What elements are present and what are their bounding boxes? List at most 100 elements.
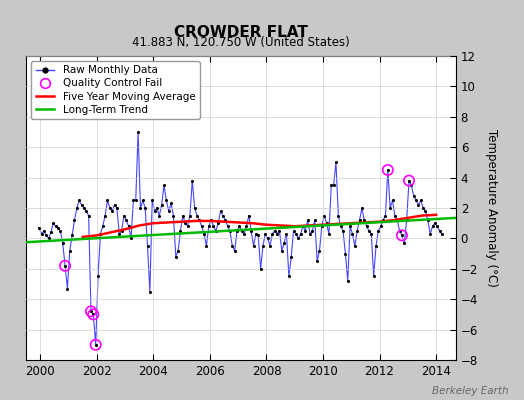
Point [139, 197, 147, 204]
Point [405, 178, 413, 184]
Point [252, 231, 260, 237]
Point [355, 217, 364, 223]
Point [68, 232, 77, 238]
Point [92, 342, 100, 348]
Point [275, 228, 283, 234]
Point [146, 288, 154, 295]
Point [42, 232, 50, 238]
Point [144, 243, 152, 249]
Point [37, 231, 46, 237]
Point [308, 228, 316, 234]
Point [268, 231, 277, 237]
Point [398, 232, 406, 238]
Point [372, 243, 380, 249]
Point [235, 223, 244, 230]
Point [301, 228, 310, 234]
Point [381, 212, 390, 219]
Point [414, 202, 423, 208]
Point [87, 308, 95, 314]
Point [339, 228, 347, 234]
Point [162, 197, 170, 204]
Point [202, 243, 211, 249]
Point [360, 217, 368, 223]
Point [400, 240, 409, 246]
Point [249, 243, 258, 249]
Point [273, 231, 281, 237]
Point [231, 247, 239, 254]
Point [285, 273, 293, 280]
Point [377, 223, 385, 230]
Point [115, 231, 124, 237]
Point [423, 217, 432, 223]
Point [51, 223, 60, 230]
Point [84, 212, 93, 219]
Point [365, 228, 373, 234]
Point [179, 212, 187, 219]
Point [318, 223, 326, 230]
Point [148, 197, 156, 204]
Point [386, 205, 395, 211]
Point [59, 240, 67, 246]
Point [45, 235, 53, 242]
Point [346, 223, 354, 230]
Point [108, 208, 116, 214]
Point [99, 223, 107, 230]
Point [125, 223, 133, 230]
Point [129, 197, 138, 204]
Point [183, 223, 192, 230]
Point [54, 224, 62, 231]
Point [435, 228, 444, 234]
Point [167, 200, 175, 207]
Point [405, 178, 413, 184]
Point [111, 202, 119, 208]
Point [127, 235, 135, 242]
Point [292, 231, 300, 237]
Point [254, 232, 263, 238]
Point [344, 278, 352, 284]
Point [87, 308, 95, 314]
Point [193, 212, 201, 219]
Point [70, 217, 79, 223]
Point [78, 202, 86, 208]
Point [388, 197, 397, 204]
Point [334, 212, 343, 219]
Point [351, 243, 359, 249]
Point [242, 223, 250, 230]
Point [398, 232, 406, 238]
Point [303, 217, 312, 223]
Point [204, 223, 213, 230]
Point [266, 243, 274, 249]
Point [61, 262, 69, 269]
Point [160, 182, 168, 188]
Point [209, 223, 217, 230]
Point [282, 231, 291, 237]
Point [207, 217, 215, 223]
Point [396, 228, 404, 234]
Point [63, 285, 72, 292]
Point [369, 273, 378, 280]
Point [353, 228, 362, 234]
Point [61, 262, 69, 269]
Point [56, 228, 64, 234]
Text: Berkeley Earth: Berkeley Earth [432, 386, 508, 396]
Point [82, 208, 91, 214]
Point [407, 182, 416, 188]
Point [428, 223, 436, 230]
Point [219, 212, 227, 219]
Point [49, 220, 58, 226]
Point [185, 212, 194, 219]
Point [289, 228, 298, 234]
Point [190, 205, 199, 211]
Point [379, 217, 387, 223]
Point [358, 205, 366, 211]
Point [419, 205, 428, 211]
Point [40, 228, 48, 234]
Point [35, 224, 43, 231]
Point [80, 205, 88, 211]
Point [431, 220, 439, 226]
Point [174, 247, 182, 254]
Point [171, 254, 180, 260]
Point [120, 212, 128, 219]
Point [132, 197, 140, 204]
Point [198, 223, 206, 230]
